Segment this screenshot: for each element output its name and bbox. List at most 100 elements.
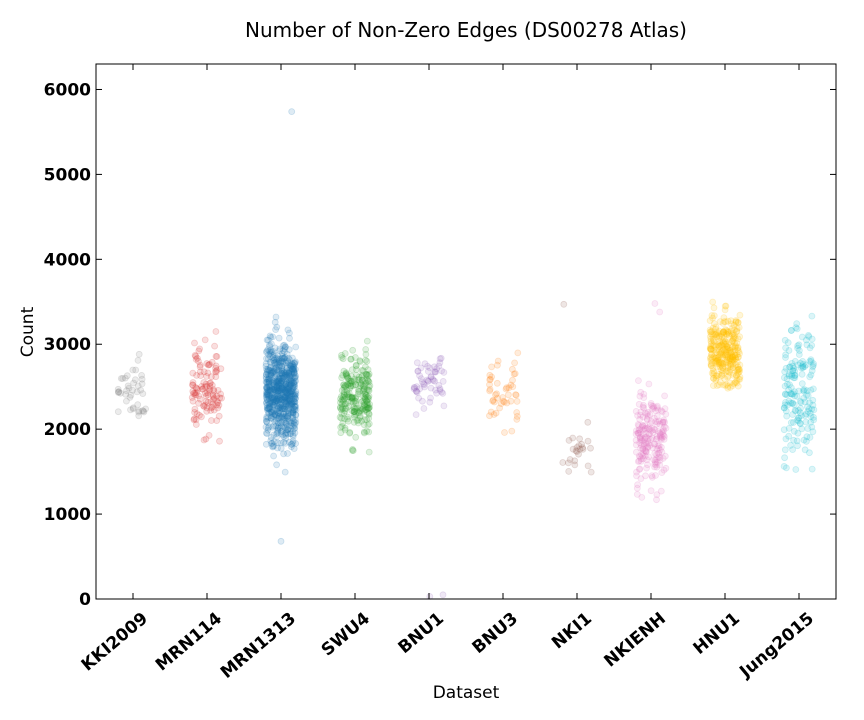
- data-point: [272, 313, 280, 321]
- data-point: [262, 423, 270, 431]
- data-point: [278, 377, 286, 385]
- data-point: [788, 326, 795, 334]
- data-point: [292, 395, 299, 403]
- data-point: [287, 430, 295, 438]
- data-point: [635, 377, 642, 385]
- y-tick-label: 6000: [44, 80, 91, 100]
- data-point: [644, 408, 652, 416]
- data-point: [266, 392, 274, 399]
- data-point: [115, 388, 123, 396]
- data-point: [343, 387, 351, 394]
- data-point: [358, 417, 366, 425]
- data-point: [365, 428, 373, 436]
- data-point: [292, 377, 300, 385]
- data-point: [340, 381, 348, 389]
- data-point: [282, 371, 290, 379]
- data-point: [358, 373, 366, 381]
- data-point: [274, 359, 282, 367]
- data-point: [356, 379, 364, 387]
- data-point: [266, 364, 274, 372]
- data-point: [129, 386, 137, 394]
- data-point: [274, 379, 281, 387]
- data-point: [486, 375, 494, 383]
- data-point: [270, 401, 278, 409]
- data-point: [338, 410, 346, 418]
- data-point: [263, 404, 271, 412]
- data-point: [282, 402, 290, 410]
- data-point: [277, 389, 285, 397]
- data-point: [266, 403, 274, 410]
- data-point: [273, 371, 281, 379]
- data-point: [359, 367, 367, 375]
- data-point: [278, 377, 286, 385]
- data-point: [355, 376, 363, 384]
- data-point: [486, 412, 493, 420]
- data-point: [263, 378, 271, 386]
- data-point: [273, 383, 281, 391]
- data-point: [268, 367, 275, 375]
- data-point: [287, 425, 295, 433]
- data-point: [212, 352, 220, 360]
- data-point: [285, 401, 293, 409]
- data-point: [273, 383, 281, 391]
- data-point: [202, 392, 210, 400]
- data-point: [365, 392, 373, 400]
- data-point: [282, 384, 290, 392]
- data-point: [277, 537, 285, 545]
- data-point: [267, 408, 275, 416]
- data-point: [278, 422, 285, 430]
- data-point: [364, 377, 372, 385]
- data-point: [270, 378, 278, 386]
- data-point: [344, 417, 352, 425]
- series-MRN114: [188, 328, 225, 445]
- data-point: [280, 355, 288, 362]
- data-point: [806, 344, 814, 352]
- data-point: [633, 490, 641, 498]
- data-point: [274, 424, 282, 432]
- data-point: [267, 350, 275, 358]
- data-point: [282, 380, 289, 388]
- data-point: [511, 370, 519, 378]
- data-point: [282, 385, 290, 393]
- data-point: [282, 381, 290, 388]
- data-point: [281, 439, 289, 447]
- data-point: [361, 406, 369, 414]
- data-point: [273, 430, 281, 438]
- data-point: [267, 414, 275, 422]
- data-point: [282, 430, 289, 437]
- data-point: [657, 487, 665, 495]
- data-point: [273, 405, 281, 413]
- data-point: [194, 357, 202, 365]
- data-point: [130, 379, 138, 387]
- data-point: [264, 336, 272, 344]
- data-point: [274, 394, 282, 402]
- data-point: [808, 423, 816, 431]
- data-point: [424, 367, 432, 375]
- data-point: [272, 416, 280, 424]
- data-point: [271, 374, 279, 382]
- data-point: [280, 423, 288, 431]
- data-point: [427, 373, 435, 381]
- data-point: [275, 419, 282, 427]
- data-point: [284, 385, 292, 393]
- data-point: [263, 379, 271, 386]
- data-point: [277, 385, 285, 393]
- data-point: [280, 373, 288, 381]
- data-point: [271, 398, 279, 406]
- data-point: [189, 369, 197, 377]
- data-point: [192, 416, 200, 424]
- data-point: [357, 398, 365, 406]
- data-point: [798, 380, 806, 388]
- data-point: [344, 381, 352, 389]
- data-point: [289, 366, 296, 374]
- data-point: [278, 384, 286, 392]
- data-point: [269, 347, 277, 355]
- data-point: [266, 399, 274, 407]
- data-point: [208, 403, 216, 411]
- data-point: [135, 407, 143, 415]
- data-point: [264, 398, 272, 406]
- data-point: [342, 382, 350, 390]
- data-point: [271, 318, 279, 326]
- data-point: [281, 414, 289, 421]
- data-point: [280, 414, 287, 422]
